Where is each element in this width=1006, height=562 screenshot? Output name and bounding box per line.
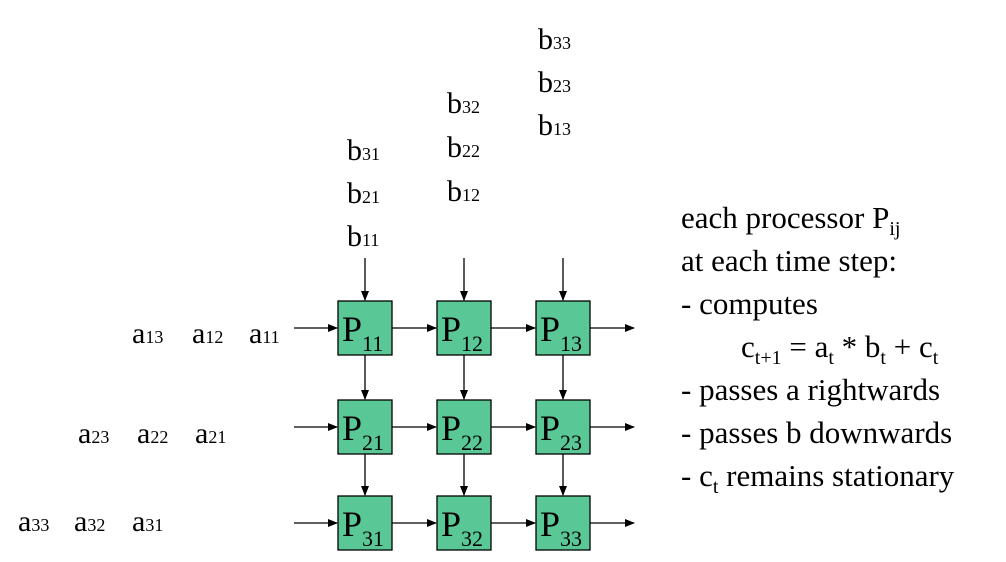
description-line-6: - passes b downwards	[681, 415, 953, 450]
processor-label-22: P22	[441, 408, 483, 455]
a-input-13: a13	[132, 317, 163, 350]
processor-label-23: P23	[540, 408, 582, 455]
description-line-2: at each time step:	[681, 243, 898, 278]
processor-label-32: P32	[441, 504, 483, 551]
b-input-11: b11	[347, 220, 379, 253]
a-input-12: a12	[192, 317, 223, 350]
processor-cell-31	[337, 495, 393, 551]
a-input-23: a23	[78, 417, 109, 450]
b-input-23: b23	[538, 66, 571, 99]
processor-cell-22	[436, 399, 492, 455]
processor-cell-11	[337, 300, 393, 356]
a-input-31: a31	[132, 505, 163, 538]
b-input-33: b33	[538, 23, 571, 56]
processor-label-12: P12	[441, 309, 483, 356]
a-input-32: a32	[74, 505, 105, 538]
processor-label-33: P33	[540, 504, 582, 551]
processor-cell-21	[337, 399, 393, 455]
description-line-1: each processor Pij	[681, 200, 901, 240]
processor-label-31: P31	[342, 504, 384, 551]
b-input-22: b22	[447, 131, 480, 164]
description-line-7: - ct remains stationary	[681, 458, 955, 498]
processor-cell-12	[436, 300, 492, 356]
processor-cell-32	[436, 495, 492, 551]
a-input-21: a21	[195, 417, 226, 450]
processor-label-13: P13	[540, 309, 582, 356]
a-input-22: a22	[137, 417, 168, 450]
processor-cell-23	[535, 399, 591, 455]
processor-label-21: P21	[342, 408, 384, 455]
description-panel: each processor Pij at each time step: - …	[681, 196, 1006, 497]
b-input-31: b31	[347, 134, 380, 167]
a-input-33: a33	[18, 505, 49, 538]
description-line-3: - computes	[681, 286, 818, 321]
b-input-12: b12	[447, 175, 480, 208]
b-input-13: b13	[538, 109, 571, 142]
processor-cell-33	[535, 495, 591, 551]
description-line-5: - passes a rightwards	[681, 372, 941, 407]
a-input-11: a11	[249, 317, 280, 350]
processor-cell-13	[535, 300, 591, 356]
b-input-21: b21	[347, 177, 380, 210]
formula: ct+1 = at * bt + ct	[741, 329, 939, 369]
b-input-32: b32	[447, 87, 480, 120]
processor-label-11: P11	[342, 309, 383, 356]
